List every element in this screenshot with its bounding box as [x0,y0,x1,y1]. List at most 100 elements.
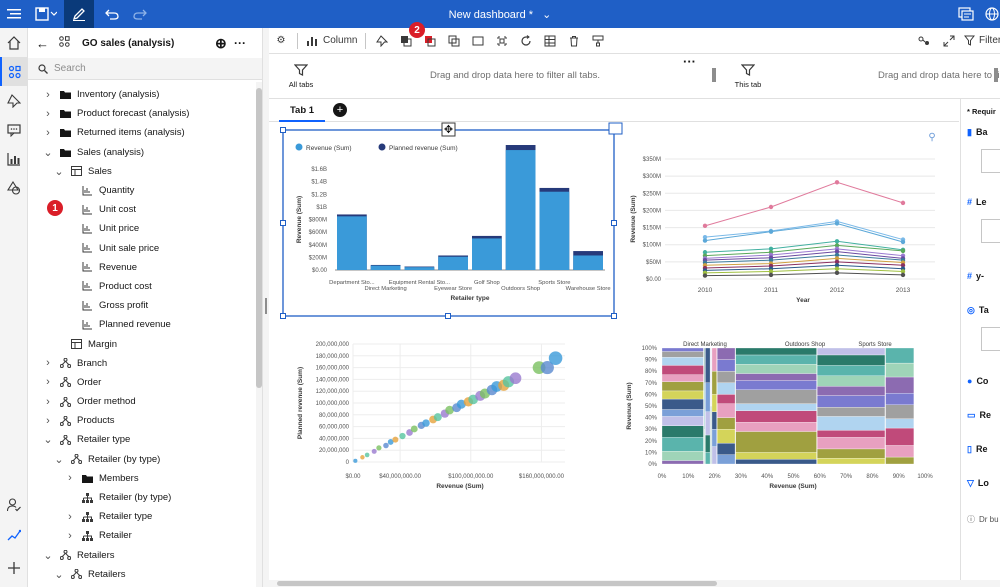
bar-chart-icon[interactable] [0,144,28,173]
tree-item[interactable]: Unit cost [28,200,262,219]
bring-to-front-icon[interactable] [418,28,442,54]
duplicate-icon[interactable] [442,28,466,54]
tree-item[interactable]: › Returned items (analysis) [28,123,262,142]
pin-icon[interactable] [0,86,28,115]
drop-zone[interactable] [981,149,1000,173]
tree-item[interactable]: ⌄ Retailers [28,546,262,565]
tree-item[interactable]: ⌄ Retailers [28,565,262,584]
comment-icon[interactable] [952,0,980,28]
tree-item[interactable]: Retailer (by type) [28,488,262,507]
redo-icon[interactable] [126,0,154,28]
tree-item[interactable]: › Products [28,411,262,430]
reference-slot[interactable]: ▯ Re [967,444,988,454]
chevron-right-icon[interactable]: › [46,395,50,408]
bars-slot[interactable]: ▮ Ba [967,127,988,137]
chevron-right-icon[interactable]: › [68,472,72,485]
chevron-right-icon[interactable]: › [46,357,50,370]
settings-icon[interactable]: ⚙ [276,35,286,46]
globe-icon[interactable] [978,0,1000,28]
chevron-down-icon[interactable]: ⌄ [43,549,53,562]
chevron-right-icon[interactable]: › [68,529,72,542]
tree-item[interactable]: › Order [28,373,262,392]
chevron-right-icon[interactable]: › [46,126,50,139]
pin-icon[interactable] [370,28,394,54]
chat-icon[interactable] [0,115,28,144]
search-box[interactable]: Search [28,58,262,80]
tree-item[interactable]: Revenue [28,258,262,277]
user-check-icon[interactable] [0,490,28,519]
chevron-down-icon[interactable]: ⌄ [54,453,64,466]
filter-divider[interactable] [994,68,998,82]
chevron-down-icon[interactable]: ⌄ [43,434,53,447]
tree-item[interactable]: Margin [28,334,262,353]
more-options-icon[interactable]: ··· [683,54,696,69]
tree-item[interactable]: › Branch [28,354,262,373]
refresh-icon[interactable] [514,28,538,54]
chevron-right-icon[interactable]: › [46,376,50,389]
tree-item[interactable]: Planned revenue [28,315,262,334]
drop-zone[interactable] [981,219,1000,243]
chevron-right-icon[interactable]: › [46,88,50,101]
all-tabs-filter[interactable]: All tabs Drag and drop data here to filt… [269,54,715,99]
tree-item[interactable]: Gross profit [28,296,262,315]
table-icon[interactable] [538,28,562,54]
more-options-icon[interactable]: ··· [234,36,246,50]
copy-icon[interactable] [394,28,418,54]
save-icon[interactable] [28,0,64,28]
tree-item[interactable]: › Members [28,469,262,488]
drop-zone[interactable] [981,327,1000,351]
tree-item[interactable]: › Inventory (analysis) [28,85,262,104]
chevron-right-icon[interactable]: › [68,510,72,523]
chevron-right-icon[interactable]: › [46,107,50,120]
scrollbar-thumb[interactable] [256,88,262,388]
chevron-down-icon[interactable]: ⌄ [54,165,64,178]
tab-1[interactable]: Tab 1 [279,100,325,122]
tree-item[interactable]: Product cost [28,277,262,296]
format-icon[interactable] [586,28,610,54]
horizontal-scrollbar[interactable] [269,580,1000,587]
chevron-right-icon[interactable]: › [46,414,50,427]
fit-icon[interactable] [490,28,514,54]
shapes-icon[interactable] [0,173,28,202]
tree-item[interactable]: Quantity [28,181,262,200]
color-slot[interactable]: ● Co [967,376,989,386]
data-sources-icon[interactable] [0,57,28,86]
filter-divider[interactable] [712,68,716,82]
tree-item[interactable]: › Product forecast (analysis) [28,104,262,123]
y-axis-slot[interactable]: # y- [967,271,985,281]
tree-item[interactable]: › Retailer [28,526,262,545]
delete-icon[interactable] [562,28,586,54]
tree-item[interactable]: › Order method [28,392,262,411]
back-arrow-icon[interactable]: ← [36,35,49,51]
chevron-down-icon[interactable]: ⌄ [54,568,64,581]
visualization-type-button[interactable]: Column [302,28,361,54]
tree-item[interactable]: ⌄ Retailer (by type) [28,450,262,469]
add-tab-button[interactable]: + [333,103,347,117]
rectangle-icon[interactable] [466,28,490,54]
tree-item[interactable]: Unit price [28,219,262,238]
panel-splitter[interactable] [263,28,269,587]
tree-item[interactable]: ⌄ Sales (analysis) [28,143,262,162]
length-slot[interactable]: # Le [967,197,987,207]
tree-item[interactable]: ⌄ Sales [28,162,262,181]
menu-icon[interactable] [0,0,28,28]
chevron-down-icon[interactable]: ⌄ [542,8,552,21]
repeat-slot[interactable]: ▭ Re [967,410,992,420]
tree-item[interactable]: Unit sale price [28,239,262,258]
filter-button[interactable]: Filter [964,28,1000,54]
edit-icon[interactable] [64,0,94,28]
search-input[interactable]: Search [54,63,86,74]
target-slot[interactable]: ◎ Ta [967,305,989,315]
chevron-down-icon[interactable]: ⌄ [43,146,53,159]
insights-icon[interactable] [0,520,28,549]
add-source-icon[interactable]: ⊕ [215,34,227,51]
tree-item[interactable]: › Retailer type [28,507,262,526]
this-tab-filter[interactable]: This tab Drag and drop data here to filt… [720,54,1000,99]
tree-item[interactable]: ⌄ Retailer type [28,430,262,449]
undo-icon[interactable] [98,0,126,28]
connect-icon[interactable] [912,28,936,54]
add-icon[interactable] [0,553,28,582]
dashboard-title-text[interactable]: New dashboard * [448,8,534,21]
local-filter-slot[interactable]: ▽ Lo [967,478,989,488]
expand-icon[interactable] [937,28,961,54]
